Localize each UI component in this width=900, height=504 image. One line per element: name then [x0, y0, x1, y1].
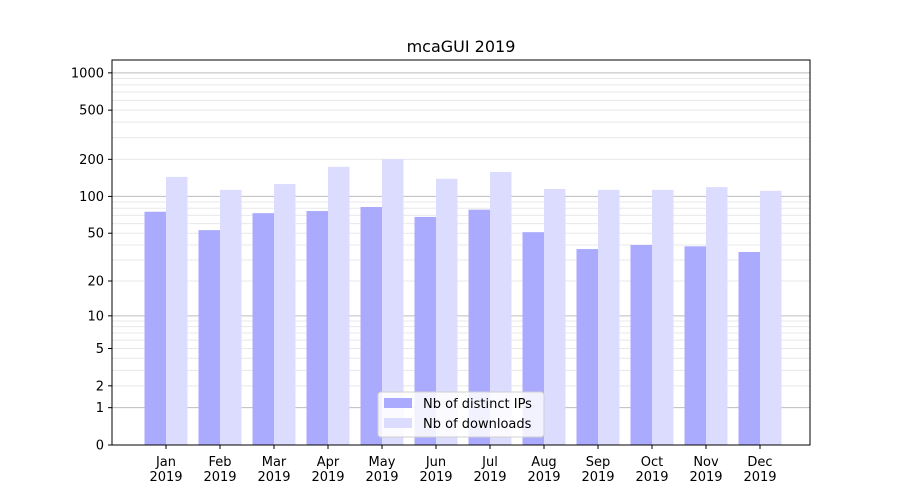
bar-distinct-ips: [576, 249, 598, 445]
bar-downloads: [706, 187, 728, 445]
bar-downloads: [220, 189, 242, 445]
y-tick-label: 50: [87, 227, 104, 242]
bar-downloads: [760, 190, 782, 445]
legend-box: [377, 391, 545, 438]
x-tick-label: Jul 2019: [473, 455, 506, 485]
x-tick-label: Aug 2019: [527, 455, 560, 485]
y-tick-label: 1: [96, 401, 104, 416]
x-tick-label: Jun 2019: [419, 455, 452, 485]
bar-downloads: [436, 178, 458, 446]
plot-frame: [111, 59, 811, 446]
y-tick-label: 10: [87, 309, 104, 324]
x-tick-label: May 2019: [365, 455, 398, 485]
bar-distinct-ips: [414, 216, 436, 445]
bar-downloads: [382, 159, 404, 445]
x-tick-label: Jan 2019: [149, 455, 182, 485]
bar-downloads: [490, 171, 512, 445]
x-tick-label: Mar 2019: [257, 455, 290, 485]
bars: [144, 159, 782, 446]
x-axis: Jan 2019 Feb 2019 Mar 2019 Apr 2019 May 2019 Jun 20…: [149, 445, 777, 485]
bar-downloads: [652, 189, 674, 445]
bar-distinct-ips: [468, 209, 490, 445]
legend-swatch: [384, 398, 412, 408]
bar-distinct-ips: [360, 206, 382, 445]
y-tick-label: 500: [79, 104, 104, 119]
bar-distinct-ips: [306, 211, 328, 445]
bar-downloads: [166, 176, 188, 445]
legend: Nb of distinct IPs Nb of downloads: [377, 391, 545, 438]
bar-distinct-ips: [738, 251, 760, 445]
y-tick-label: 20: [87, 275, 104, 290]
chart-title: mcaGUI 2019: [407, 37, 516, 56]
x-tick-label: Oct 2019: [635, 455, 668, 485]
y-tick-label: 100: [79, 190, 104, 205]
y-tick-label: 1000: [71, 66, 104, 81]
x-tick-label: Sep 2019: [581, 455, 614, 485]
legend-label: Nb of downloads: [423, 417, 532, 432]
bar-downloads: [328, 166, 350, 445]
bar-distinct-ips: [144, 211, 166, 445]
legend-label: Nb of distinct IPs: [423, 397, 532, 412]
x-tick-label: Apr 2019: [311, 455, 344, 485]
x-tick-label: Dec 2019: [743, 455, 776, 485]
x-tick-label: Feb 2019: [203, 455, 236, 485]
y-tick-label: 2: [96, 379, 104, 394]
bar-distinct-ips: [198, 230, 220, 445]
y-tick-label: 5: [96, 342, 104, 357]
legend-swatch: [384, 418, 412, 428]
bar-distinct-ips: [252, 213, 274, 445]
bar-downloads: [598, 189, 620, 445]
x-tick-label: Nov 2019: [689, 455, 722, 485]
y-tick-label: 0: [96, 439, 104, 454]
bar-downloads: [274, 184, 296, 446]
bar-distinct-ips: [684, 246, 706, 445]
y-tick-label: 200: [79, 153, 104, 168]
bar-downloads: [544, 188, 566, 445]
bar-distinct-ips: [630, 244, 652, 445]
y-axis: 0 1 2 5 10 20 50 100 200 500 1000: [71, 66, 112, 454]
